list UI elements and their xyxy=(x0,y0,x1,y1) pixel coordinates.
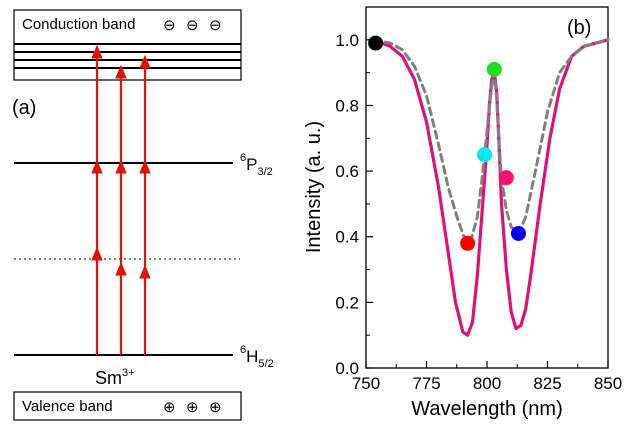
y-tick-label: 0.0 xyxy=(335,359,359,378)
tick-labels: 750 775 800 825 850 0.0 0.2 0.4 0.6 0.8 1.0 xyxy=(335,31,622,393)
data-point-marker xyxy=(498,170,514,186)
data-point-marker xyxy=(477,147,493,163)
panel-a-label: (a) xyxy=(12,97,36,119)
arrow-col1-head-mid xyxy=(91,159,103,174)
arrow-col3-head-low xyxy=(139,264,151,279)
level-6h52-label: 6H5/2 xyxy=(240,344,274,370)
x-tick-label: 775 xyxy=(412,374,440,393)
y-tick-label: 0.8 xyxy=(335,96,359,115)
level-6p32-label: 6P3/2 xyxy=(240,152,273,178)
data-point-marker xyxy=(510,225,526,241)
arrow-col3-head-mid xyxy=(139,159,151,174)
hole-symbol-2: ⊕ xyxy=(186,399,199,416)
arrow-col2-head-low xyxy=(115,261,127,276)
y-tick-label: 0.6 xyxy=(335,162,359,181)
x-tick-label: 825 xyxy=(533,374,561,393)
intensity-chart: (b) 750 775 800 825 850 0.0 0.2 0.4 0.6 0.8 1.0 Wa… xyxy=(303,6,622,420)
energy-level-diagram: Conduction band ⊖ ⊖ ⊖ (a) 6P3/2 6H5/2 Sm… xyxy=(12,9,274,421)
plot-frame xyxy=(365,6,609,369)
hole-symbol-1: ⊕ xyxy=(163,399,176,416)
x-tick-label: 850 xyxy=(594,374,622,393)
arrow-col1-head-top xyxy=(91,44,103,59)
panel-b-label: (b) xyxy=(567,17,591,39)
x-tick-label: 800 xyxy=(473,374,501,393)
y-tick-label: 0.2 xyxy=(335,293,359,312)
arrow-col2-head-top xyxy=(115,64,127,79)
conduction-band-label: Conduction band xyxy=(22,16,135,33)
y-axis-label: Intensity (a. u.) xyxy=(303,121,325,253)
arrow-col3-head-top xyxy=(139,54,151,69)
electron-symbol-1: ⊖ xyxy=(163,17,176,34)
ion-label: Sm3+ xyxy=(95,367,135,388)
dashed-curve xyxy=(371,38,610,245)
excitation-arrows xyxy=(91,44,151,355)
data-point-marker xyxy=(460,235,476,251)
arrow-col2-head-mid xyxy=(115,159,127,174)
hole-symbol-3: ⊕ xyxy=(209,399,222,416)
series-layer xyxy=(371,38,610,337)
electron-symbol-3: ⊖ xyxy=(209,17,222,34)
axis-ticks xyxy=(365,6,609,369)
data-point-marker xyxy=(486,61,502,77)
y-tick-label: 1.0 xyxy=(335,31,359,50)
y-tick-label: 0.4 xyxy=(335,228,359,247)
valence-band-box xyxy=(13,391,242,421)
marker-layer xyxy=(368,35,526,251)
arrow-col1-head-low xyxy=(91,246,103,261)
x-axis-label: Wavelength (nm) xyxy=(411,398,563,420)
valence-band-label: Valence band xyxy=(22,398,113,415)
data-point-marker xyxy=(368,35,384,51)
electron-symbol-2: ⊖ xyxy=(186,17,199,34)
x-tick-label: 750 xyxy=(352,374,380,393)
